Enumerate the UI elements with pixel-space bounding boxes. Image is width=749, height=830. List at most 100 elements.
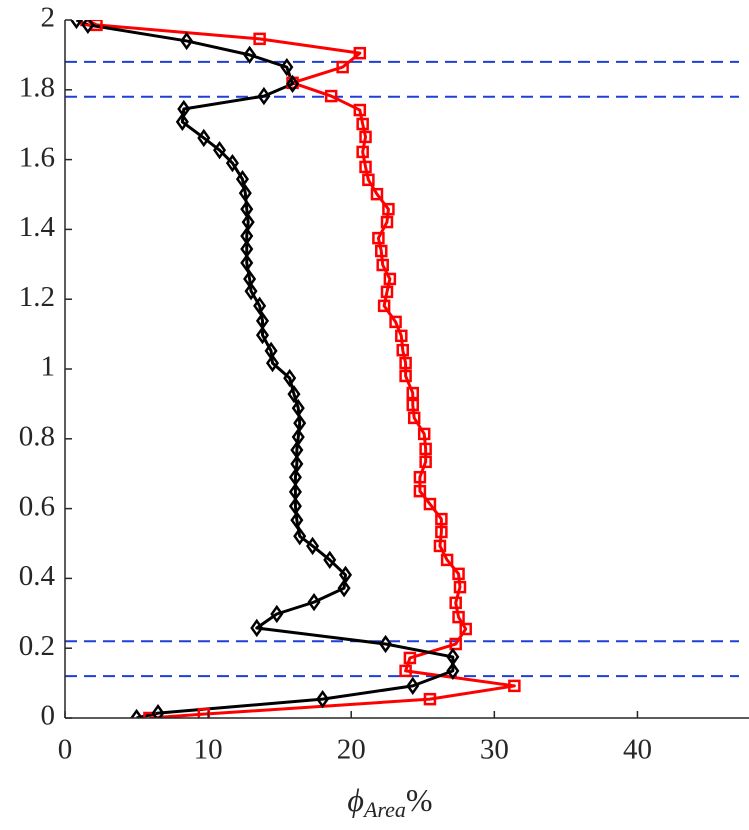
square-marker bbox=[452, 567, 465, 581]
y-tick-label: 0.6 bbox=[19, 490, 55, 522]
y-tick-label: 0.2 bbox=[19, 630, 55, 662]
square-marker bbox=[356, 145, 369, 159]
y-tick-label: 1.2 bbox=[19, 281, 55, 313]
x-tick-label: 0 bbox=[58, 734, 73, 766]
diamond-marker bbox=[257, 86, 271, 106]
square-marker bbox=[508, 679, 521, 693]
square-marker bbox=[353, 103, 367, 117]
square-marker bbox=[324, 89, 338, 103]
y-tick-label: 0.8 bbox=[19, 420, 55, 452]
square-marker bbox=[449, 596, 462, 610]
x-tick-label: 40 bbox=[623, 734, 652, 766]
square-marker bbox=[359, 160, 372, 174]
square-marker bbox=[395, 329, 408, 343]
square-marker bbox=[423, 692, 437, 706]
y-tick-label: 1.6 bbox=[19, 141, 55, 173]
square-marker bbox=[413, 470, 427, 484]
x-axis-label: ϕArea% bbox=[347, 782, 432, 822]
x-label-symbol: ϕ bbox=[347, 782, 364, 818]
y-tick-label: 1.4 bbox=[19, 211, 56, 243]
x-label-suffix: % bbox=[406, 782, 433, 818]
diamond-marker bbox=[379, 634, 393, 654]
square-marker bbox=[435, 525, 448, 539]
diamond-marker bbox=[323, 550, 337, 570]
y-tick-label: 1.8 bbox=[19, 71, 55, 103]
square-marker bbox=[407, 411, 421, 425]
diamond-marker bbox=[175, 112, 189, 132]
square-marker bbox=[423, 497, 437, 511]
square-marker bbox=[389, 315, 402, 329]
series-line bbox=[85, 20, 516, 718]
diamond-marker bbox=[225, 153, 239, 173]
square-marker bbox=[372, 231, 385, 245]
diamond-marker bbox=[307, 592, 321, 612]
diamond-marker bbox=[81, 20, 95, 35]
square-marker bbox=[359, 130, 372, 144]
square-marker bbox=[380, 215, 394, 229]
square-marker bbox=[403, 651, 417, 665]
diamond-marker bbox=[240, 253, 254, 273]
square-marker bbox=[435, 512, 448, 526]
square-marker bbox=[336, 60, 349, 74]
diamond-marker bbox=[69, 20, 83, 30]
diamond-marker bbox=[130, 708, 144, 718]
square-marker bbox=[399, 356, 412, 370]
diamond-marker bbox=[270, 604, 284, 624]
diamond-marker bbox=[235, 169, 249, 189]
square-marker bbox=[413, 484, 427, 498]
diamond-marker bbox=[287, 384, 301, 404]
diamond-marker bbox=[255, 325, 270, 345]
diamond-marker bbox=[253, 296, 267, 315]
square-marker bbox=[396, 343, 409, 357]
square-marker bbox=[433, 539, 447, 553]
square-marker bbox=[370, 187, 384, 201]
square-marker bbox=[380, 285, 394, 299]
square-marker bbox=[376, 258, 389, 272]
square-marker bbox=[399, 369, 412, 383]
diamond-marker bbox=[316, 690, 330, 709]
square-marker bbox=[383, 272, 397, 286]
square-marker bbox=[406, 386, 420, 400]
square-marker bbox=[377, 299, 391, 313]
diamond-marker bbox=[283, 368, 297, 388]
square-marker bbox=[362, 173, 375, 187]
square-marker bbox=[356, 117, 369, 131]
square-marker bbox=[353, 46, 367, 60]
x-label-subscript: Area bbox=[362, 797, 406, 822]
diamond-marker bbox=[286, 74, 300, 94]
square-marker bbox=[453, 580, 467, 594]
diamond-marker bbox=[291, 398, 305, 418]
diamond-marker bbox=[243, 45, 257, 65]
y-tick-label: 2 bbox=[41, 2, 56, 34]
diamond-marker bbox=[265, 353, 280, 373]
diamond-marker bbox=[306, 536, 320, 556]
diamond-marker bbox=[238, 183, 252, 203]
square-marker bbox=[449, 637, 462, 651]
diamond-marker bbox=[337, 579, 351, 598]
y-tick-label: 0.4 bbox=[19, 560, 56, 592]
diamond-marker bbox=[293, 527, 307, 546]
diamond-marker bbox=[197, 128, 211, 148]
grid-layer bbox=[65, 60, 739, 678]
square-marker bbox=[417, 427, 431, 441]
diamond-marker bbox=[280, 57, 294, 77]
diamond-marker bbox=[446, 661, 460, 681]
diamond-marker bbox=[244, 282, 258, 301]
y-tick-label: 1 bbox=[41, 351, 56, 383]
square-marker bbox=[143, 711, 156, 718]
square-marker bbox=[80, 20, 93, 27]
diamond-marker bbox=[151, 703, 165, 718]
diamond-marker bbox=[290, 510, 304, 530]
diamond-marker bbox=[250, 618, 264, 638]
square-marker bbox=[399, 664, 412, 678]
square-marker bbox=[419, 455, 432, 469]
diamond-marker bbox=[406, 676, 420, 696]
square-marker bbox=[452, 610, 465, 624]
square-marker bbox=[440, 553, 454, 567]
square-marker bbox=[375, 244, 388, 258]
diamond-marker bbox=[180, 31, 194, 51]
x-tick-label: 30 bbox=[480, 734, 509, 766]
square-marker bbox=[382, 202, 395, 216]
diamond-marker bbox=[213, 141, 227, 160]
